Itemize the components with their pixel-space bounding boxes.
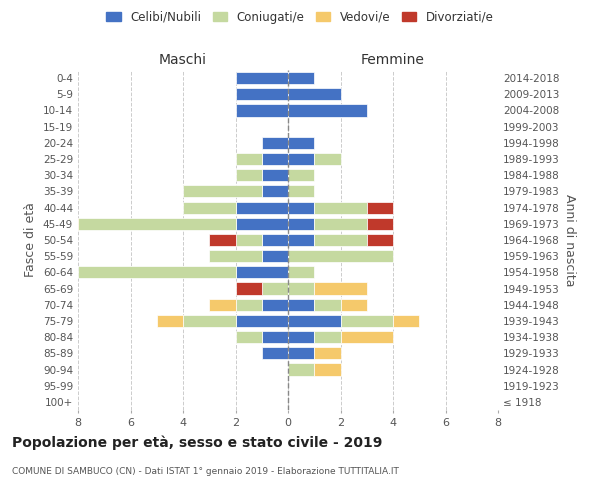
- Bar: [288, 364, 314, 376]
- Text: COMUNE DI SAMBUCO (CN) - Dati ISTAT 1° gennaio 2019 - Elaborazione TUTTITALIA.IT: COMUNE DI SAMBUCO (CN) - Dati ISTAT 1° g…: [12, 468, 399, 476]
- Bar: [235, 218, 288, 230]
- Bar: [288, 298, 314, 311]
- Bar: [314, 331, 341, 343]
- Bar: [288, 153, 314, 165]
- Bar: [288, 282, 314, 294]
- Bar: [262, 348, 288, 360]
- Bar: [262, 250, 288, 262]
- Bar: [288, 186, 314, 198]
- Y-axis label: Fasce di età: Fasce di età: [25, 202, 37, 278]
- Bar: [314, 364, 341, 376]
- Text: Femmine: Femmine: [361, 54, 425, 68]
- Bar: [314, 282, 367, 294]
- Bar: [235, 282, 262, 294]
- Bar: [235, 234, 262, 246]
- Bar: [367, 218, 393, 230]
- Bar: [288, 315, 341, 327]
- Bar: [262, 282, 288, 294]
- Text: Maschi: Maschi: [159, 54, 207, 68]
- Bar: [262, 298, 288, 311]
- Bar: [262, 234, 288, 246]
- Bar: [52, 218, 78, 230]
- Bar: [314, 234, 367, 246]
- Bar: [288, 137, 314, 149]
- Bar: [314, 202, 367, 213]
- Legend: Celibi/Nubili, Coniugati/e, Vedovi/e, Divorziati/e: Celibi/Nubili, Coniugati/e, Vedovi/e, Di…: [101, 6, 499, 28]
- Bar: [393, 315, 419, 327]
- Bar: [78, 218, 235, 230]
- Bar: [341, 331, 393, 343]
- Bar: [288, 266, 314, 278]
- Bar: [314, 153, 341, 165]
- Bar: [288, 234, 314, 246]
- Bar: [157, 315, 183, 327]
- Bar: [341, 315, 393, 327]
- Bar: [288, 218, 314, 230]
- Bar: [235, 88, 288, 101]
- Bar: [288, 169, 314, 181]
- Bar: [209, 298, 235, 311]
- Bar: [235, 104, 288, 117]
- Bar: [288, 331, 314, 343]
- Bar: [209, 250, 262, 262]
- Bar: [288, 202, 314, 213]
- Bar: [288, 88, 341, 101]
- Bar: [314, 218, 367, 230]
- Bar: [235, 153, 262, 165]
- Bar: [209, 234, 235, 246]
- Bar: [341, 298, 367, 311]
- Bar: [235, 202, 288, 213]
- Bar: [367, 202, 393, 213]
- Text: Popolazione per età, sesso e stato civile - 2019: Popolazione per età, sesso e stato civil…: [12, 435, 382, 450]
- Bar: [235, 298, 262, 311]
- Bar: [183, 315, 235, 327]
- Bar: [235, 331, 262, 343]
- Bar: [183, 202, 235, 213]
- Bar: [314, 298, 341, 311]
- Bar: [78, 266, 235, 278]
- Bar: [262, 169, 288, 181]
- Bar: [288, 72, 314, 84]
- Bar: [288, 104, 367, 117]
- Bar: [235, 266, 288, 278]
- Bar: [235, 315, 288, 327]
- Bar: [288, 250, 393, 262]
- Y-axis label: Anni di nascita: Anni di nascita: [563, 194, 576, 286]
- Bar: [235, 72, 288, 84]
- Bar: [367, 234, 393, 246]
- Bar: [183, 186, 262, 198]
- Bar: [262, 137, 288, 149]
- Bar: [288, 348, 314, 360]
- Bar: [235, 169, 262, 181]
- Bar: [262, 186, 288, 198]
- Bar: [314, 348, 341, 360]
- Bar: [262, 331, 288, 343]
- Bar: [262, 153, 288, 165]
